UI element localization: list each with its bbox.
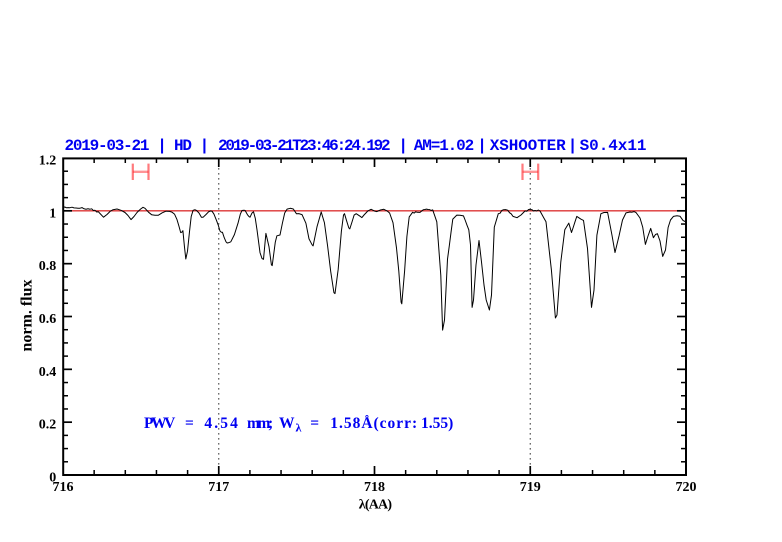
svg-text:0.4: 0.4 [39,365,57,380]
svg-text:719: 719 [520,480,541,495]
svg-text:718: 718 [364,480,385,495]
svg-text:norm. flux: norm. flux [19,280,36,352]
svg-text:0.2: 0.2 [39,418,57,433]
svg-text:717: 717 [208,480,229,495]
svg-text:1.2: 1.2 [39,154,57,169]
svg-text:0.6: 0.6 [39,312,57,327]
svg-text:1: 1 [49,206,56,221]
svg-text:716: 716 [53,480,74,495]
svg-text:λ(AA): λ(AA) [359,498,393,513]
svg-text:2019-03-21|HD|2019-03-21T23:46: 2019-03-21 | HD | 2019-03-21T23:46:24.192 | AM… [65,137,647,155]
svg-text:0: 0 [49,471,56,486]
svg-text:0.8: 0.8 [39,259,57,274]
svg-text:720: 720 [676,480,697,495]
